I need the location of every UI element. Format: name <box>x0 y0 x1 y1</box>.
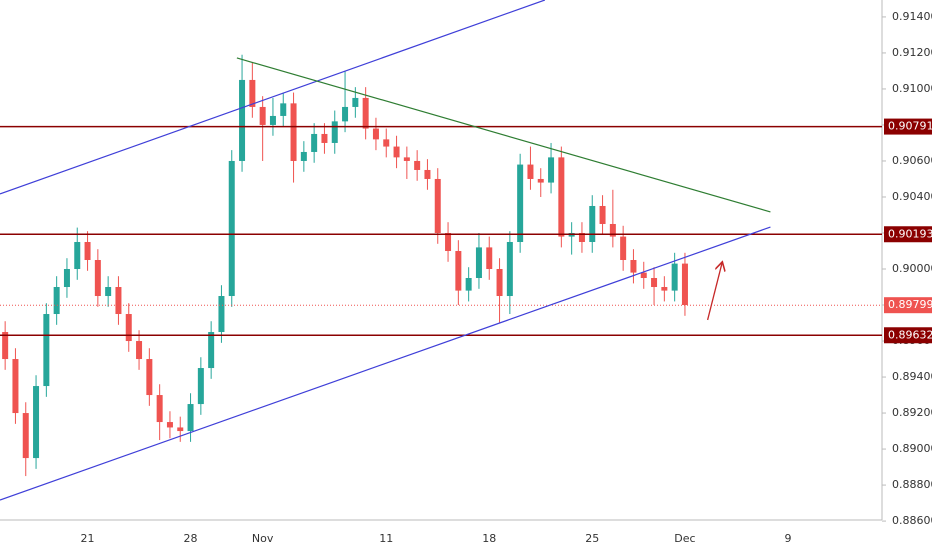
candle-body <box>434 178 441 233</box>
trend-line <box>0 226 771 501</box>
candle-body <box>609 223 616 237</box>
candle-body <box>166 422 173 428</box>
candle-body <box>445 232 452 251</box>
x-tick-label: 21 <box>81 532 95 545</box>
candle-body <box>259 106 266 125</box>
candle-body <box>589 205 596 242</box>
candle-body <box>558 157 565 237</box>
candle-body <box>136 341 143 360</box>
last-price-tag <box>884 297 932 314</box>
candle-body <box>630 260 637 273</box>
last-price-label: 0.89799 <box>888 298 932 311</box>
candle-body <box>352 97 359 107</box>
candle-body <box>393 146 400 158</box>
candle-body <box>651 278 658 288</box>
x-tick-label: 25 <box>585 532 599 545</box>
candle-body <box>578 232 585 242</box>
x-tick-label: 28 <box>184 532 198 545</box>
candle-body <box>424 169 431 179</box>
candle-body <box>548 157 555 183</box>
candle-body <box>74 241 81 270</box>
candle-body <box>22 413 29 459</box>
candle-body <box>681 263 688 306</box>
candle-body <box>331 121 338 143</box>
candle-body <box>12 359 19 414</box>
candle-body <box>372 128 379 140</box>
candle-body <box>228 160 235 297</box>
trend-line <box>0 0 546 195</box>
candle-body <box>290 103 297 161</box>
candle-body <box>208 332 215 369</box>
x-tick-label: 11 <box>379 532 393 545</box>
candle-body <box>269 115 276 125</box>
candle-body <box>403 157 410 161</box>
candle-body <box>218 296 225 333</box>
x-tick-label: Dec <box>674 532 695 545</box>
candle-body <box>239 79 246 161</box>
candle-body <box>84 241 91 260</box>
candle-body <box>311 133 318 152</box>
candle-body <box>671 263 678 291</box>
x-tick-label: 18 <box>482 532 496 545</box>
candle-body <box>496 269 503 297</box>
candle-body <box>94 260 101 297</box>
candle-body <box>115 287 122 315</box>
candle-body <box>53 287 60 315</box>
candle-body <box>506 241 513 297</box>
candle-body <box>537 178 544 183</box>
level-label: 0.90193 <box>888 227 932 240</box>
candle-body <box>620 236 627 260</box>
candle-body <box>661 287 668 291</box>
candle-body <box>249 79 256 107</box>
x-tick-label: Nov <box>252 532 274 545</box>
candle-body <box>527 164 534 179</box>
y-tick-label: 0.91400 <box>892 10 932 23</box>
candle-body <box>146 359 153 396</box>
candle-body <box>300 151 307 161</box>
candle-body <box>455 250 462 291</box>
level-tag <box>884 226 932 243</box>
candle-body <box>342 106 349 122</box>
candle-body <box>156 395 163 423</box>
arrow <box>706 263 722 321</box>
candle-body <box>599 205 606 224</box>
candle-body <box>486 247 493 270</box>
candle-body <box>105 287 112 297</box>
candle-body <box>33 386 40 459</box>
x-tick-label: 9 <box>784 532 791 545</box>
candle-body <box>125 314 132 342</box>
candle-body <box>187 404 194 432</box>
candle-body <box>63 269 70 288</box>
candle-body <box>640 272 647 279</box>
candle-body <box>383 139 390 147</box>
candle-body <box>414 160 421 170</box>
candle-body <box>475 247 482 279</box>
candle-body <box>465 278 472 291</box>
candle-body <box>197 368 204 405</box>
candle-body <box>177 427 184 432</box>
candle-body <box>43 314 50 387</box>
level-tag <box>884 327 932 344</box>
candle-body <box>280 103 287 116</box>
level-tag <box>884 118 932 135</box>
candle-body <box>2 332 9 360</box>
level-label: 0.90791 <box>888 120 932 133</box>
level-label: 0.89632 <box>888 328 932 341</box>
candle-body <box>517 164 524 242</box>
candle-body <box>321 133 328 143</box>
trend-line <box>236 57 771 213</box>
candle-body <box>362 97 369 129</box>
